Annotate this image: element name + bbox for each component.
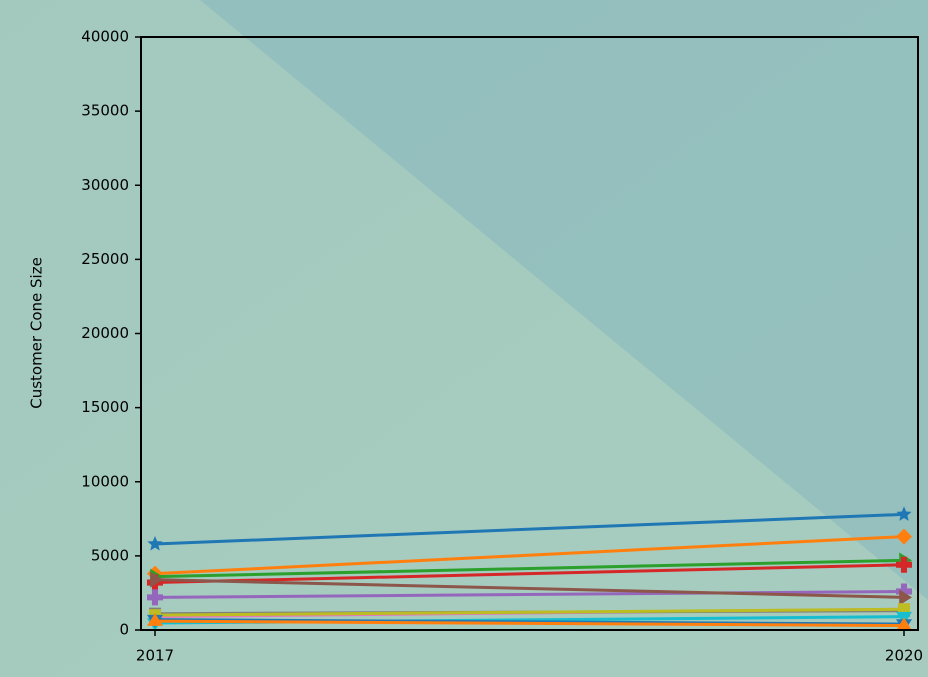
x-tick-label: 2017 xyxy=(136,647,174,665)
series-line xyxy=(154,589,905,599)
data-point xyxy=(147,536,163,551)
series-line xyxy=(154,512,905,546)
y-tick-label: 15000 xyxy=(81,398,129,416)
plot-area xyxy=(147,506,912,633)
data-point xyxy=(147,589,163,606)
data-point xyxy=(896,583,912,600)
series-line xyxy=(154,535,905,576)
data-point xyxy=(896,556,912,573)
series-line xyxy=(154,607,905,617)
data-point xyxy=(896,506,912,521)
series-line xyxy=(154,619,905,628)
y-tick-label: 5000 xyxy=(91,546,129,564)
series-line xyxy=(154,578,905,599)
y-tick-label: 20000 xyxy=(81,324,129,342)
data-point xyxy=(896,617,912,631)
y-tick-label: 35000 xyxy=(81,102,129,120)
y-tick-label: 25000 xyxy=(81,250,129,268)
data-point xyxy=(150,571,163,588)
y-tick-label: 40000 xyxy=(81,28,129,46)
data-point xyxy=(147,613,163,626)
data-point xyxy=(899,589,912,606)
y-tick-label: 10000 xyxy=(81,472,129,490)
y-axis-label: Customer Cone Size xyxy=(28,257,46,409)
x-tick-label: 2020 xyxy=(885,647,923,665)
y-tick-label: 0 xyxy=(119,621,129,639)
series-line xyxy=(154,563,905,585)
y-tick-label: 30000 xyxy=(81,176,129,194)
data-point xyxy=(896,528,912,545)
series-line xyxy=(154,558,905,579)
